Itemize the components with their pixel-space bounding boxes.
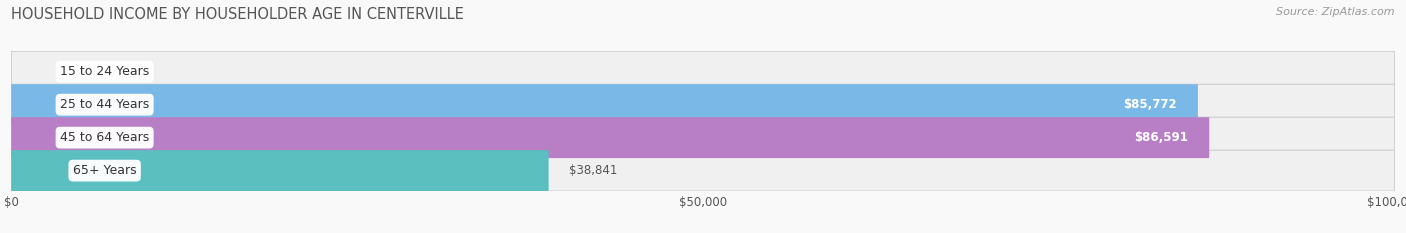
FancyBboxPatch shape (11, 150, 548, 191)
Text: $85,772: $85,772 (1123, 98, 1177, 111)
FancyBboxPatch shape (11, 117, 1209, 158)
Text: HOUSEHOLD INCOME BY HOUSEHOLDER AGE IN CENTERVILLE: HOUSEHOLD INCOME BY HOUSEHOLDER AGE IN C… (11, 7, 464, 22)
FancyBboxPatch shape (11, 84, 1198, 125)
Text: $38,841: $38,841 (569, 164, 617, 177)
FancyBboxPatch shape (11, 84, 1395, 125)
Text: 45 to 64 Years: 45 to 64 Years (60, 131, 149, 144)
FancyBboxPatch shape (11, 51, 1395, 92)
Text: 15 to 24 Years: 15 to 24 Years (60, 65, 149, 78)
Text: Source: ZipAtlas.com: Source: ZipAtlas.com (1277, 7, 1395, 17)
FancyBboxPatch shape (11, 117, 1395, 158)
FancyBboxPatch shape (11, 150, 1395, 191)
Text: $86,591: $86,591 (1135, 131, 1188, 144)
Text: 65+ Years: 65+ Years (73, 164, 136, 177)
Text: $0: $0 (73, 65, 89, 78)
Text: 25 to 44 Years: 25 to 44 Years (60, 98, 149, 111)
